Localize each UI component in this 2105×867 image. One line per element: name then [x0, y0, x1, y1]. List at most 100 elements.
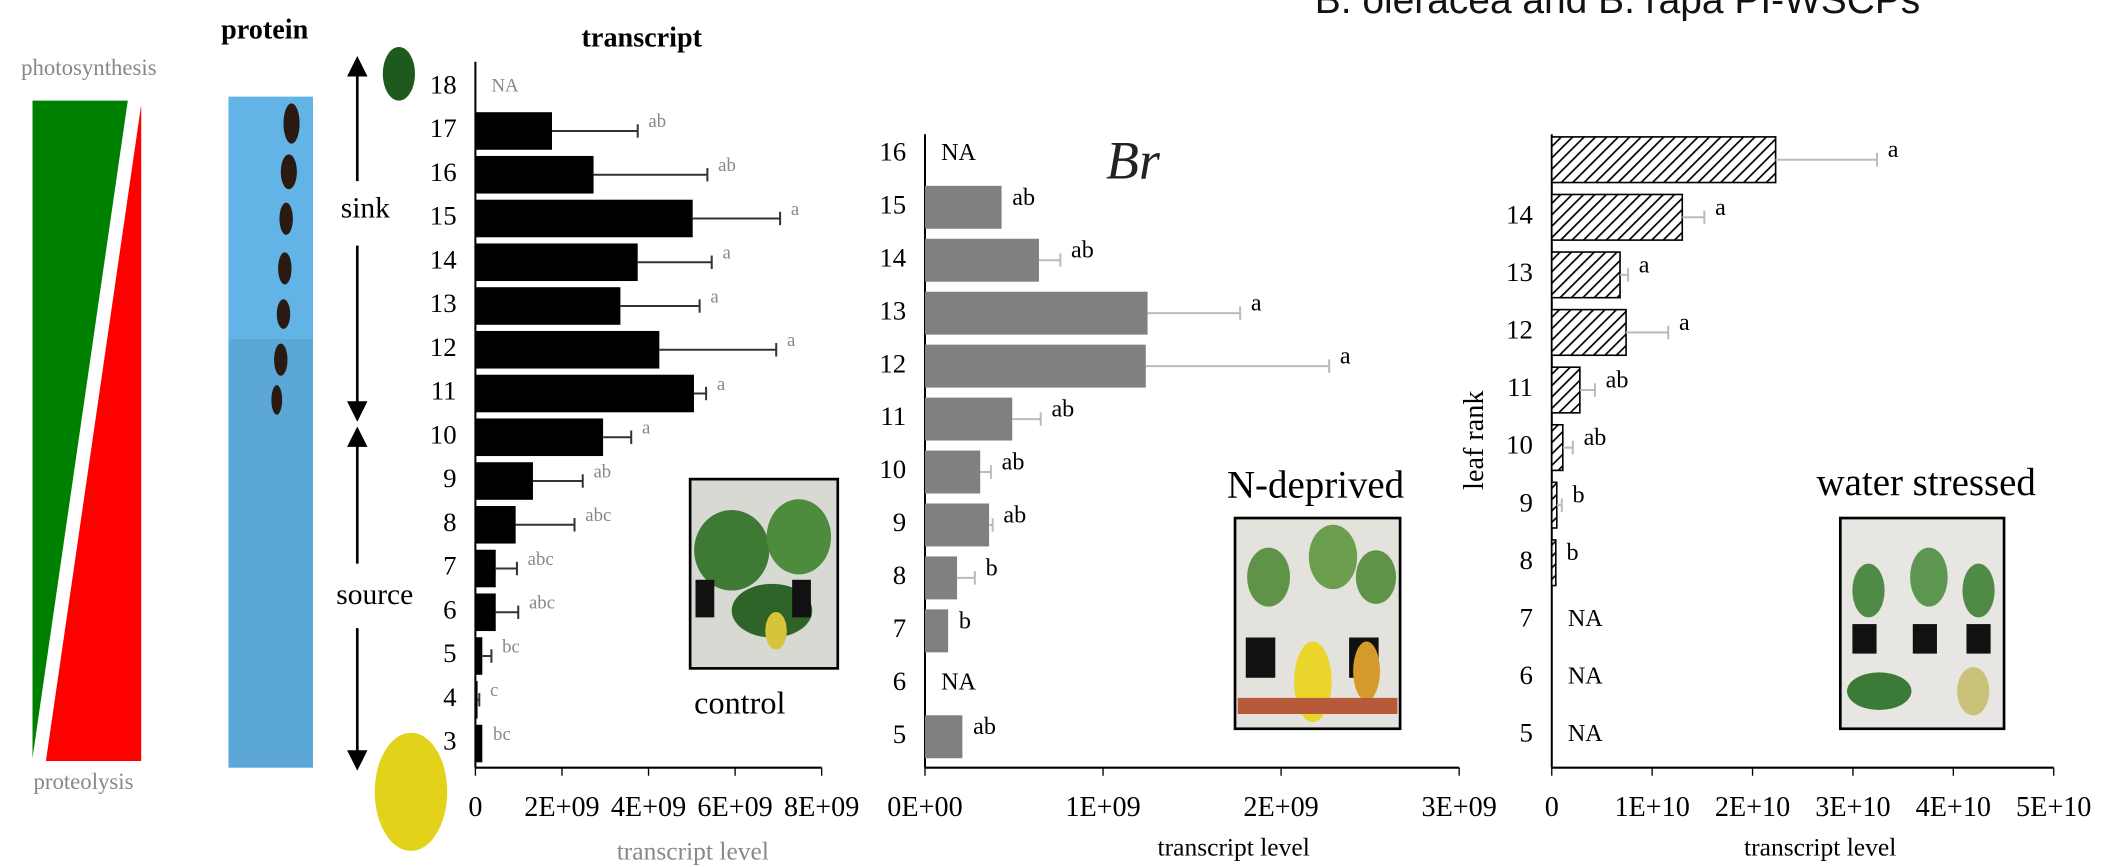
source-label: source [336, 579, 413, 611]
figure: B. oleracea and B. rapa PI-WSCPs photosy… [0, 0, 2105, 867]
figure-title: B. oleracea and B. rapa PI-WSCPs [1315, 0, 1920, 22]
bar [475, 112, 552, 150]
bar [1552, 194, 1683, 240]
bar [475, 593, 495, 631]
data-label: ab [1071, 237, 1094, 264]
y-tick-label: 15 [430, 201, 457, 231]
y-tick-label: 9 [893, 507, 906, 537]
y-tick-label: 6 [443, 594, 456, 624]
bar [1552, 310, 1626, 356]
y-tick-label: 10 [430, 419, 457, 449]
bar [1552, 367, 1580, 413]
bar [925, 609, 948, 652]
blot-bottom [228, 338, 313, 767]
data-label: NA [492, 76, 520, 97]
bar [925, 345, 1146, 388]
data-label: c [490, 680, 498, 701]
bar [925, 715, 962, 758]
bottom-label: proteolysis [33, 769, 133, 794]
data-label: a [722, 243, 731, 264]
y-tick-label: 11 [431, 376, 457, 406]
y-tick-label: 7 [443, 551, 456, 581]
bar [475, 681, 477, 719]
bar [475, 287, 620, 325]
condition-label: water stressed [1817, 461, 2036, 504]
data-label: NA [941, 139, 976, 166]
x-tick-label: 6E+09 [697, 792, 772, 823]
bar [475, 156, 593, 194]
young-leaf [383, 47, 415, 101]
x-tick-label: 1E+10 [1614, 792, 1689, 823]
data-label: a [1679, 309, 1690, 336]
y-tick-label: 8 [893, 560, 906, 590]
data-label: ab [1012, 184, 1035, 211]
y-tick-label: 9 [443, 463, 456, 493]
x-tick-label: 0 [468, 792, 482, 823]
y-tick-label: 18 [430, 69, 457, 99]
bar [1552, 252, 1620, 298]
data-label: b [986, 554, 998, 581]
data-label: a [1888, 136, 1899, 163]
bar [475, 725, 482, 763]
x-tick-label: 2E+09 [524, 792, 599, 823]
bar [925, 292, 1148, 335]
data-label: a [710, 286, 719, 307]
data-label: NA [1568, 720, 1603, 747]
bar [475, 375, 694, 413]
data-label: bc [502, 636, 520, 657]
old-leaf [375, 733, 447, 851]
y-tick-label: 14 [1506, 199, 1533, 229]
data-label: a [717, 374, 726, 395]
data-label: NA [941, 668, 976, 695]
y-tick-label: 15 [879, 189, 906, 219]
bar [1552, 425, 1563, 471]
bar [925, 398, 1012, 441]
y-tick-label: 10 [879, 454, 906, 484]
protein-label: protein [221, 15, 308, 46]
sink-label: sink [341, 192, 390, 224]
x-tick-label: 3E+09 [1421, 792, 1496, 823]
y-tick-label: 14 [879, 242, 906, 272]
data-label: a [1639, 251, 1650, 278]
bar [1552, 137, 1776, 183]
bar [925, 556, 957, 599]
bar [475, 418, 603, 456]
bar [925, 503, 989, 546]
photo-control [690, 479, 838, 668]
y-tick-label: 12 [879, 348, 906, 378]
y-tick-label: 6 [893, 666, 906, 696]
bar [475, 200, 692, 238]
x-tick-label: 4E+09 [611, 792, 686, 823]
data-label: ab [718, 155, 736, 176]
data-label: ab [593, 461, 611, 482]
y-tick-label: 5 [443, 638, 456, 668]
bar [475, 637, 482, 675]
y-tick-label: 3 [443, 726, 456, 756]
data-label: b [1567, 539, 1579, 566]
condition-label: control [694, 684, 785, 720]
y-tick-label: 13 [430, 288, 457, 318]
x-axis-title: transcript level [1158, 832, 1310, 861]
y-tick-label: 5 [893, 719, 906, 749]
data-label: ab [1606, 367, 1629, 394]
y-tick-label: 6 [1520, 660, 1533, 690]
data-label: abc [585, 505, 611, 526]
data-label: abc [528, 549, 554, 570]
chart-title: transcript [582, 23, 703, 54]
bar [1552, 482, 1557, 528]
data-label: ab [1003, 501, 1026, 528]
y-tick-label: 17 [430, 113, 457, 143]
x-axis-title: transcript level [617, 836, 769, 865]
y-axis-title: leaf rank [1459, 390, 1490, 490]
x-tick-label: 4E+10 [1916, 792, 1991, 823]
y-tick-label: 7 [893, 613, 906, 643]
y-tick-label: 16 [430, 157, 457, 187]
x-tick-label: 0 [1545, 792, 1559, 823]
bar [475, 550, 495, 588]
y-tick-label: 4 [443, 682, 456, 712]
data-label: a [787, 330, 796, 351]
data-label: ab [1002, 449, 1025, 476]
y-tick-label: 13 [879, 295, 906, 325]
data-label: a [791, 199, 800, 220]
y-tick-label: 12 [430, 332, 457, 362]
